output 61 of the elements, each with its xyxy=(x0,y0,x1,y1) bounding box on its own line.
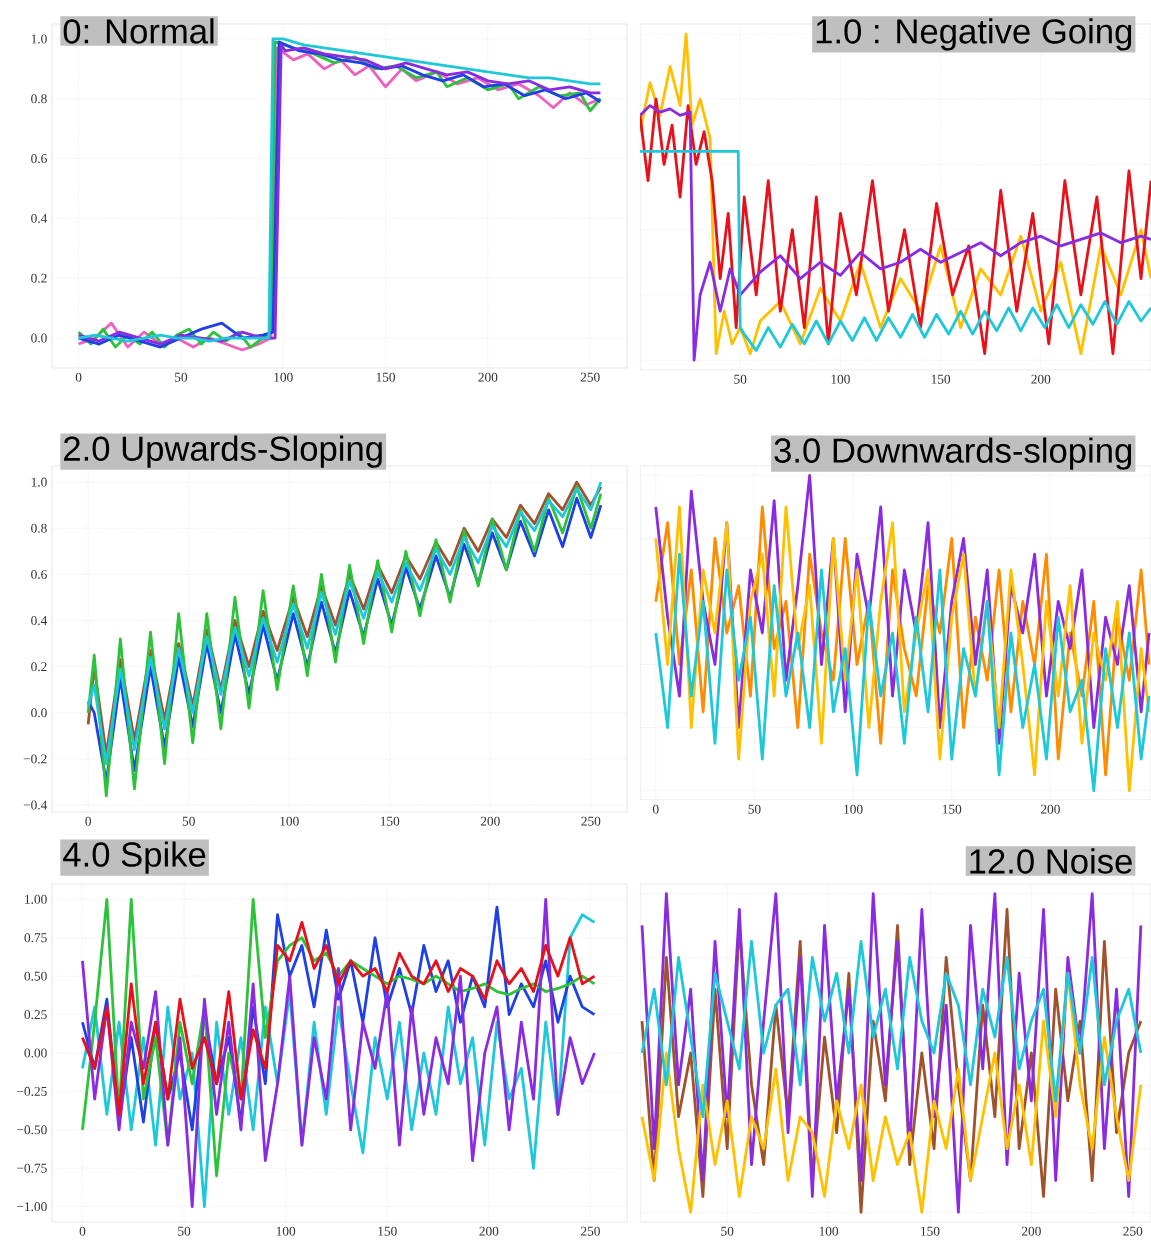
y-tick-label: −0.2 xyxy=(23,754,47,764)
x-tick-label: 50 xyxy=(748,804,761,814)
x-tick-label: 200 xyxy=(1031,374,1051,384)
x-tick-label: 250 xyxy=(1123,1226,1143,1236)
chart-title: 12.0 Noise xyxy=(970,848,1132,874)
x-tick-label: 150 xyxy=(942,804,962,814)
y-tick-label: 0.6 xyxy=(31,569,47,579)
y-tick-label: 1.0 xyxy=(31,477,47,487)
x-tick-label: 250 xyxy=(581,1226,600,1236)
y-tick-label: 0.8 xyxy=(31,523,47,533)
x-tick-label: 150 xyxy=(380,816,400,826)
y-tick-label: −0.4 xyxy=(23,800,48,810)
x-tick-label: 0 xyxy=(75,372,82,382)
y-tick-label: −0.75 xyxy=(17,1163,47,1173)
x-tick-label: 100 xyxy=(831,374,850,384)
y-tick-label: 0.50 xyxy=(24,971,47,981)
y-tick-label: 0.6 xyxy=(31,154,47,164)
chart-title: 4.0 Spike xyxy=(63,841,206,874)
x-tick-label: 100 xyxy=(280,816,299,826)
x-tick-label: 200 xyxy=(1021,1226,1041,1236)
y-tick-label: 0.75 xyxy=(24,933,47,943)
y-tick-label: 0.0 xyxy=(31,708,47,718)
y-tick-label: 0.00 xyxy=(24,1048,47,1058)
y-tick-label: 0.4 xyxy=(31,616,48,626)
y-tick-label: 0.4 xyxy=(31,213,48,223)
chart-title: 1.0 : Negative Going xyxy=(816,18,1132,51)
x-tick-label: 0 xyxy=(79,1226,86,1236)
chart-title: 0: Normal xyxy=(63,18,214,44)
x-tick-label: 100 xyxy=(276,1226,296,1236)
x-tick-label: 250 xyxy=(580,372,600,382)
x-tick-label: 150 xyxy=(931,374,951,384)
x-tick-label: 100 xyxy=(274,372,293,382)
x-tick-label: 200 xyxy=(1040,804,1060,814)
x-tick-label: 50 xyxy=(175,372,188,382)
x-tick-label: 150 xyxy=(376,372,396,382)
x-tick-label: 0 xyxy=(85,816,92,826)
y-tick-label: −0.50 xyxy=(17,1125,47,1135)
y-tick-label: 0.0 xyxy=(31,333,47,343)
x-tick-label: 150 xyxy=(921,1226,940,1236)
x-tick-label: 150 xyxy=(378,1226,397,1236)
x-tick-label: 250 xyxy=(581,816,601,826)
y-tick-label: 0.2 xyxy=(31,662,47,672)
y-tick-label: 1.00 xyxy=(25,894,47,904)
x-tick-label: 200 xyxy=(479,1226,499,1236)
x-tick-label: 50 xyxy=(721,1226,734,1236)
chart-title: 2.0 Upwards-Sloping xyxy=(64,435,382,468)
x-tick-label: 200 xyxy=(480,816,500,826)
x-tick-label: 50 xyxy=(734,374,747,384)
x-tick-label: 0 xyxy=(652,804,659,814)
x-tick-label: 50 xyxy=(182,816,195,826)
x-tick-label: 200 xyxy=(478,372,498,382)
chart-title: 3.0 Downwards-sloping xyxy=(774,437,1132,470)
y-tick-label: 0.8 xyxy=(31,94,47,104)
y-tick-label: 1.0 xyxy=(31,34,47,44)
x-tick-label: 50 xyxy=(178,1226,191,1236)
y-tick-label: −0.25 xyxy=(17,1086,47,1096)
x-tick-label: 100 xyxy=(819,1226,839,1236)
x-tick-label: 100 xyxy=(844,804,863,814)
y-tick-label: 0.25 xyxy=(24,1010,47,1020)
y-tick-label: 0.2 xyxy=(31,273,47,283)
y-tick-label: −1.00 xyxy=(17,1202,47,1212)
